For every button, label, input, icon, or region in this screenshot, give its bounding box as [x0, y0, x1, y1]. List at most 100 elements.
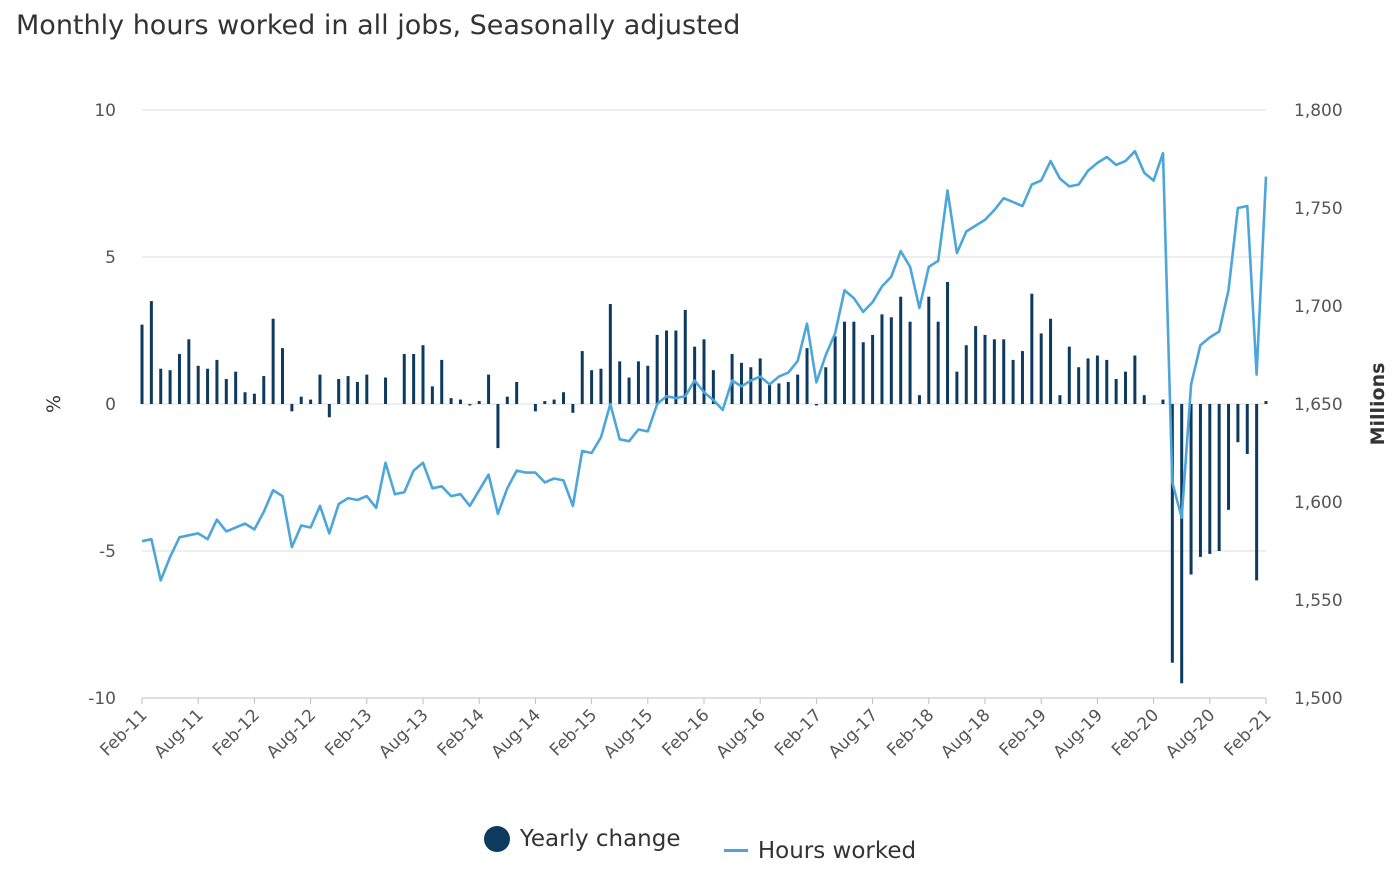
legend-label-hours-worked: Hours worked — [757, 837, 917, 864]
bar-yearly-change — [683, 309, 687, 404]
x-tick-label: Feb-19 — [996, 705, 1051, 760]
bar-yearly-change — [852, 321, 856, 404]
bar-yearly-change — [1077, 367, 1081, 404]
bar-yearly-change — [252, 393, 256, 404]
legend-line-icon — [723, 849, 748, 852]
y-right-tick-label: 1,550 — [1294, 591, 1343, 611]
bar-yearly-change — [824, 367, 828, 404]
bar-yearly-change — [458, 399, 462, 404]
bar-yearly-change — [1255, 404, 1259, 581]
bar-yearly-change — [917, 395, 921, 404]
bar-yearly-change — [805, 348, 809, 404]
bar-yearly-change — [1180, 404, 1184, 684]
x-tick-label: Feb-11 — [96, 705, 151, 760]
left-axis-title: % — [43, 395, 65, 413]
legend-dot-icon — [483, 826, 510, 852]
bar-yearly-change — [1208, 404, 1212, 554]
x-tick-label: Feb-15 — [546, 705, 601, 760]
bar-yearly-change — [739, 362, 743, 404]
bar-yearly-change — [365, 374, 369, 404]
bar-yearly-change — [1189, 404, 1193, 575]
bar-yearly-change — [140, 324, 144, 404]
bar-yearly-change — [964, 345, 968, 404]
bar-yearly-change — [206, 368, 210, 404]
bar-yearly-change — [552, 399, 556, 404]
x-tick-label: Aug-16 — [712, 705, 769, 762]
bar-yearly-change — [1049, 318, 1053, 404]
bar-yearly-change — [327, 404, 331, 418]
bar-yearly-change — [505, 396, 509, 404]
bar-yearly-change — [562, 392, 565, 404]
bar-yearly-change — [796, 374, 800, 404]
bar-yearly-change — [421, 345, 425, 404]
bar-yearly-change — [861, 342, 865, 404]
bar-yearly-change — [224, 379, 228, 404]
bar-yearly-change — [974, 326, 978, 404]
bar-yearly-change — [234, 371, 238, 404]
x-tick-label: Aug-20 — [1162, 705, 1219, 762]
x-tick-label: Feb-21 — [1220, 705, 1275, 760]
bar-yearly-change — [533, 404, 537, 412]
bar-yearly-change — [693, 346, 697, 404]
y-left-tick-label: 0 — [105, 395, 116, 415]
x-tick-label: Feb-20 — [1108, 705, 1163, 760]
x-tick-label: Feb-13 — [321, 705, 376, 760]
bar-yearly-change — [355, 381, 359, 404]
bar-yearly-change — [618, 361, 622, 404]
bar-yearly-change — [1095, 355, 1099, 404]
bar-yearly-change — [880, 314, 884, 404]
axes: 10 5 0 -5 -10 1,800 1,750 1,700 1,650 1,600 1,550 1… — [88, 101, 1342, 763]
legend-item-hours-worked[interactable]: Hours worked — [723, 837, 917, 864]
bar-yearly-change — [1198, 404, 1202, 557]
bar-yearly-change — [187, 339, 191, 404]
bar-yearly-change — [1020, 351, 1024, 404]
bar-yearly-change — [590, 370, 594, 404]
bar-yearly-change — [927, 296, 931, 404]
bar-yearly-change — [1142, 395, 1146, 404]
bar-yearly-change — [655, 334, 659, 404]
y-left-tick-label: 5 — [105, 248, 116, 268]
bar-yearly-change — [1086, 358, 1090, 404]
bar-yearly-change — [346, 376, 350, 404]
x-tick-label: Aug-19 — [1050, 705, 1107, 762]
bar-yearly-change — [1030, 293, 1034, 404]
bar-yearly-change — [196, 365, 200, 404]
x-tick-label: Aug-13 — [375, 705, 432, 762]
bar-yearly-change — [889, 317, 893, 404]
bar-yearly-change — [758, 358, 762, 404]
y-right-tick-label: 1,650 — [1294, 395, 1343, 415]
bar-yearly-change — [177, 354, 181, 404]
bar-yearly-change — [1217, 404, 1221, 551]
bar-yearly-change — [711, 370, 715, 404]
bar-yearly-change — [449, 398, 453, 404]
bar-yearly-change — [430, 386, 434, 404]
bar-yearly-change — [149, 301, 153, 404]
bar-yearly-change — [271, 318, 275, 404]
bar-yearly-change — [1245, 404, 1249, 454]
bar-yearly-change — [1067, 346, 1071, 404]
legend-item-yearly-change[interactable]: Yearly change — [483, 826, 681, 852]
bar-yearly-change — [843, 321, 846, 404]
bar-yearly-change — [515, 381, 519, 404]
y-left-tick-label: -10 — [88, 689, 116, 709]
bar-yearly-change — [899, 296, 903, 404]
bar-yearly-change — [412, 354, 416, 404]
bar-yearly-change — [262, 376, 266, 404]
bar-yearly-change — [281, 348, 284, 404]
x-tick-label: Feb-17 — [771, 705, 826, 760]
bar-yearly-change — [777, 383, 781, 404]
y-right-tick-label: 1,600 — [1294, 493, 1343, 513]
hours-worked-line — [141, 149, 1268, 582]
bar-yearly-change — [1105, 359, 1109, 404]
legend: Yearly change Hours worked — [0, 826, 1400, 864]
bar-yearly-change — [814, 404, 818, 406]
bar-yearly-change — [636, 361, 640, 404]
chart-title: Monthly hours worked in all jobs, Season… — [16, 10, 741, 41]
bar-yearly-change — [468, 404, 472, 406]
y-right-tick-label: 1,800 — [1294, 101, 1343, 121]
x-tick-label: Feb-14 — [434, 705, 489, 760]
bar-yearly-change — [168, 370, 172, 404]
bar-yearly-change — [1114, 379, 1118, 404]
bar-yearly-change — [215, 359, 219, 404]
